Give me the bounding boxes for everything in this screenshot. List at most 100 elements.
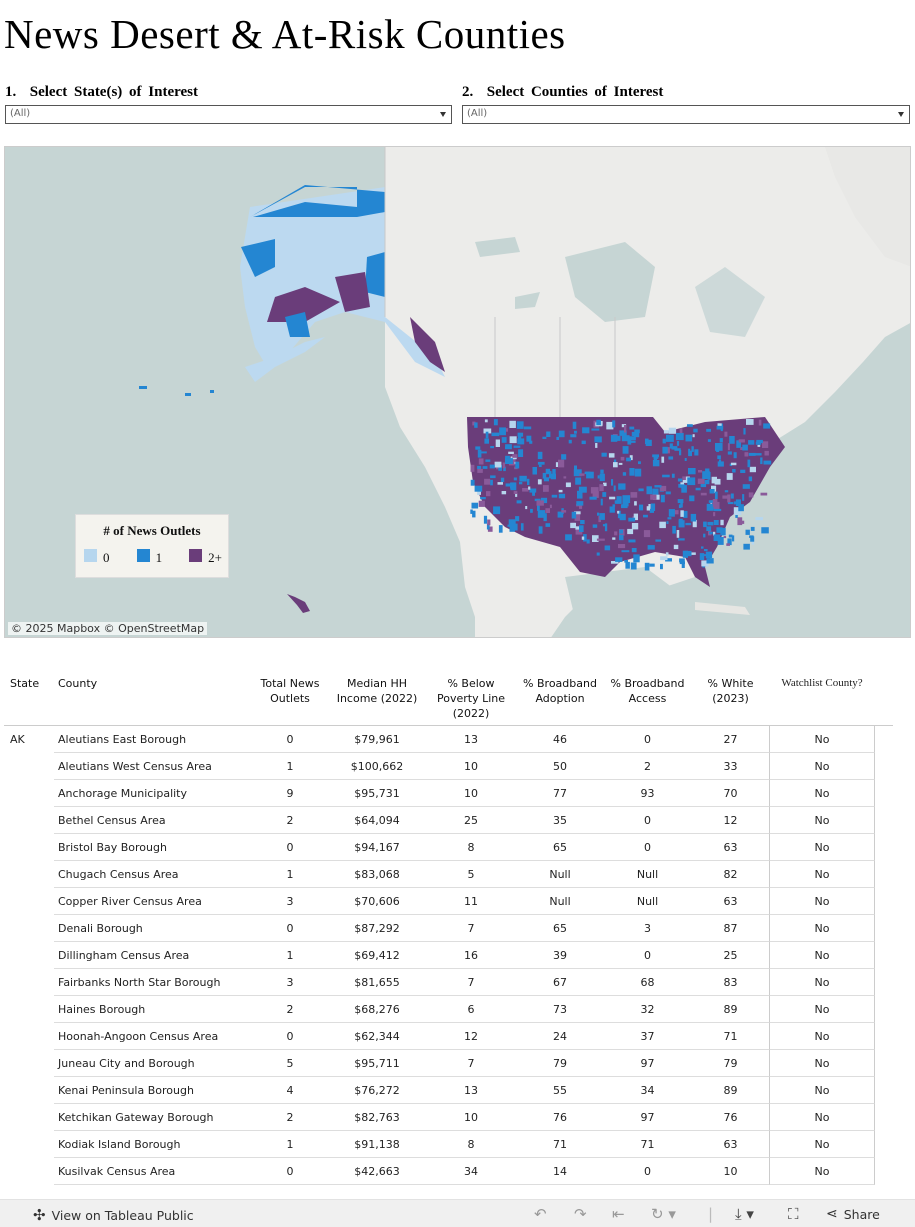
county-shape[interactable] [691,446,694,452]
header-broadband-adoption[interactable]: % Broadband Adoption [523,677,597,705]
county-shape[interactable] [631,523,639,530]
county-shape[interactable] [717,537,724,545]
county-shape[interactable] [518,449,524,457]
county-shape[interactable] [526,435,532,442]
refresh-icon[interactable]: ↻ ▾ [651,1205,676,1223]
county-shape[interactable] [574,511,581,515]
county-shape[interactable] [610,434,618,442]
county-shape[interactable] [602,492,607,497]
county-shape[interactable] [653,455,659,459]
county-shape[interactable] [508,451,514,454]
county-shape[interactable] [672,525,676,534]
county-shape[interactable] [609,506,615,513]
county-shape[interactable] [516,500,522,504]
county-shape[interactable] [630,562,637,570]
county-shape[interactable] [687,424,693,427]
county-shape[interactable] [590,487,599,494]
county-shape[interactable] [706,558,714,564]
county-shape[interactable] [652,454,659,458]
county-shape[interactable] [619,513,626,521]
county-shape[interactable] [748,452,756,456]
county-shape[interactable] [571,511,577,519]
county-shape[interactable] [604,523,608,532]
county-shape[interactable] [717,455,721,460]
county-shape[interactable] [495,439,500,448]
county-shape[interactable] [682,476,686,480]
county-shape[interactable] [629,468,635,476]
county-shape[interactable] [498,525,503,533]
county-shape[interactable] [575,529,583,535]
county-shape[interactable] [580,520,585,525]
county-shape[interactable] [545,523,551,527]
county-shape[interactable] [692,434,695,438]
county-shape[interactable] [497,482,504,485]
county-shape[interactable] [513,490,518,494]
table-row[interactable]: Aleutians West Census Area 1 $100,662 10 50 2… [4,753,893,780]
county-shape[interactable] [727,538,732,546]
county-shape[interactable] [646,506,650,511]
county-shape[interactable] [579,525,584,532]
county-shape[interactable] [611,561,619,564]
county-shape[interactable] [757,444,761,447]
county-shape[interactable] [728,534,733,538]
county-shape[interactable] [486,523,490,530]
county-shape[interactable] [661,456,665,463]
county-map[interactable]: # of News Outlets 0 1 2+ © 2025 Mapbox ©… [4,146,911,638]
county-shape[interactable] [705,551,713,559]
county-shape[interactable] [581,440,586,445]
county-shape[interactable] [630,492,638,498]
county-shape[interactable] [676,530,680,538]
county-shape[interactable] [574,430,577,434]
county-shape[interactable] [703,521,707,528]
county-shape[interactable] [574,514,581,521]
table-row[interactable]: Dillingham Census Area 1 $69,412 16 39 0 25 No [4,942,893,969]
county-shape[interactable] [685,522,692,526]
county-shape[interactable] [650,494,657,500]
county-shape[interactable] [619,534,624,541]
county-shape[interactable] [510,482,517,491]
county-shape[interactable] [698,470,703,473]
county-shape[interactable] [709,489,715,494]
county-shape[interactable] [702,471,710,479]
county-shape[interactable] [603,482,607,487]
county-shape[interactable] [708,500,717,503]
county-shape[interactable] [755,517,763,521]
county-shape[interactable] [515,461,520,469]
county-shape[interactable] [491,432,500,437]
header-county[interactable]: County [58,677,98,690]
county-shape[interactable] [484,419,488,423]
county-shape[interactable] [601,452,607,457]
county-shape[interactable] [575,526,581,530]
county-shape[interactable] [612,504,616,507]
county-shape[interactable] [486,491,491,497]
county-shape[interactable] [501,491,507,495]
county-shape[interactable] [565,534,572,541]
county-shape[interactable] [484,438,489,444]
county-shape[interactable] [763,460,772,465]
header-income[interactable]: Median HH Income (2022) [336,677,418,705]
county-shape[interactable] [592,535,599,542]
county-shape[interactable] [699,553,705,560]
county-shape[interactable] [645,438,649,445]
county-shape[interactable] [682,476,690,483]
county-shape[interactable] [665,558,672,562]
county-shape[interactable] [634,468,642,477]
county-shape[interactable] [735,499,741,506]
county-shape[interactable] [477,468,483,473]
county-shape[interactable] [681,560,685,568]
county-shape[interactable] [561,510,567,513]
county-shape[interactable] [534,498,541,502]
county-shape[interactable] [596,419,601,426]
county-shape[interactable] [742,484,750,489]
county-shape[interactable] [549,504,552,509]
county-shape[interactable] [707,521,714,526]
county-shape[interactable] [513,477,517,481]
county-shape[interactable] [706,428,711,432]
county-shape[interactable] [536,500,544,506]
county-shape[interactable] [556,436,560,440]
fullscreen-icon[interactable]: ⛶ [788,1205,799,1223]
county-shape[interactable] [693,428,698,433]
county-shape[interactable] [618,483,626,490]
county-shape[interactable] [595,443,598,448]
county-shape[interactable] [493,506,501,515]
